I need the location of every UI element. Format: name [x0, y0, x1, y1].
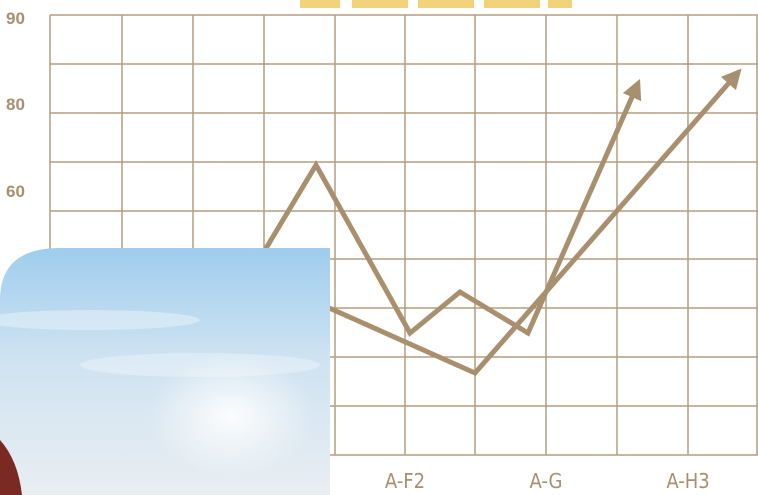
- y-label: 60: [6, 182, 25, 201]
- x-label: A-G: [529, 469, 562, 493]
- x-label: A-H3: [666, 469, 709, 493]
- y-label: 90: [6, 9, 25, 28]
- photo: [0, 248, 330, 495]
- trend-line: [298, 68, 742, 377]
- x-label: A-F2: [385, 469, 425, 493]
- y-label: 80: [6, 95, 25, 114]
- top-decoration: [300, 0, 572, 8]
